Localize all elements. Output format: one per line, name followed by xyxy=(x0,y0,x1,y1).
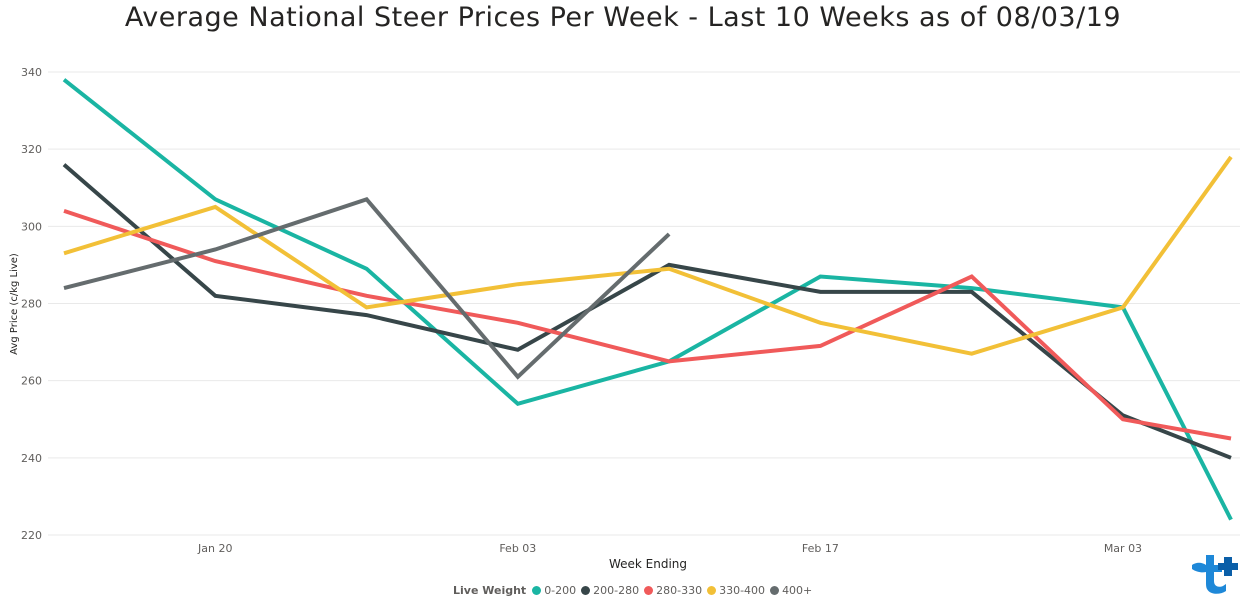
y-tick-label: 240 xyxy=(21,452,42,465)
x-tick-label: Feb 03 xyxy=(499,542,536,555)
legend-title: Live Weight xyxy=(453,583,527,597)
legend-item[interactable]: 280-330 xyxy=(644,584,702,597)
series-lines xyxy=(62,78,1233,521)
y-tick-label: 280 xyxy=(21,298,42,311)
legend-marker-icon xyxy=(770,585,780,595)
legend-label: 400+ xyxy=(782,583,813,597)
logo-icon xyxy=(1192,555,1238,594)
x-tick-label: Mar 03 xyxy=(1104,542,1142,555)
chart-title: Average National Steer Prices Per Week -… xyxy=(124,2,1122,33)
x-tick-label: Jan 20 xyxy=(197,542,232,555)
legend-marker-icon xyxy=(707,585,717,595)
line-chart: 220 240 260 280 300 320 340 Jan 20 Feb 03 Feb 17… xyxy=(9,66,1240,571)
series-line-400[interactable] xyxy=(63,196,671,380)
y-tick-label: 260 xyxy=(21,375,42,388)
legend-label: 0-200 xyxy=(544,583,577,597)
legend-label: 330-400 xyxy=(719,583,766,597)
gridlines xyxy=(48,71,1240,536)
y-tick-label: 220 xyxy=(21,529,42,542)
legend-marker-icon xyxy=(644,585,654,595)
y-axis-title: Avg Price (c/kg Live) xyxy=(9,253,20,355)
legend-item[interactable]: 330-400 xyxy=(707,584,765,597)
legend-marker-icon xyxy=(581,585,591,595)
y-axis-ticks: 220 240 260 280 300 320 340 xyxy=(21,66,42,542)
y-tick-label: 320 xyxy=(21,143,42,156)
y-tick-label: 340 xyxy=(21,66,42,79)
legend-label: 280-330 xyxy=(656,583,703,597)
legend-item[interactable]: 400+ xyxy=(770,584,812,597)
series-line-280-330[interactable] xyxy=(63,209,1232,441)
x-tick-label: Feb 17 xyxy=(802,542,839,555)
legend-item[interactable]: 0-200 xyxy=(532,584,576,597)
legend: Live Weight 0-200 200-280 280-330 330-400 40… xyxy=(453,581,817,599)
series-line-330-400[interactable] xyxy=(63,155,1233,356)
legend-item[interactable]: 200-280 xyxy=(581,584,639,597)
x-axis-ticks: Jan 20 Feb 03 Feb 17 Mar 03 xyxy=(197,542,1142,555)
legend-marker-icon xyxy=(532,585,542,595)
legend-items: 0-200 200-280 280-330 330-400 400+ xyxy=(532,584,817,597)
legend-label: 200-280 xyxy=(593,583,640,597)
y-tick-label: 300 xyxy=(21,220,42,233)
x-axis-title: Week Ending xyxy=(609,557,687,571)
